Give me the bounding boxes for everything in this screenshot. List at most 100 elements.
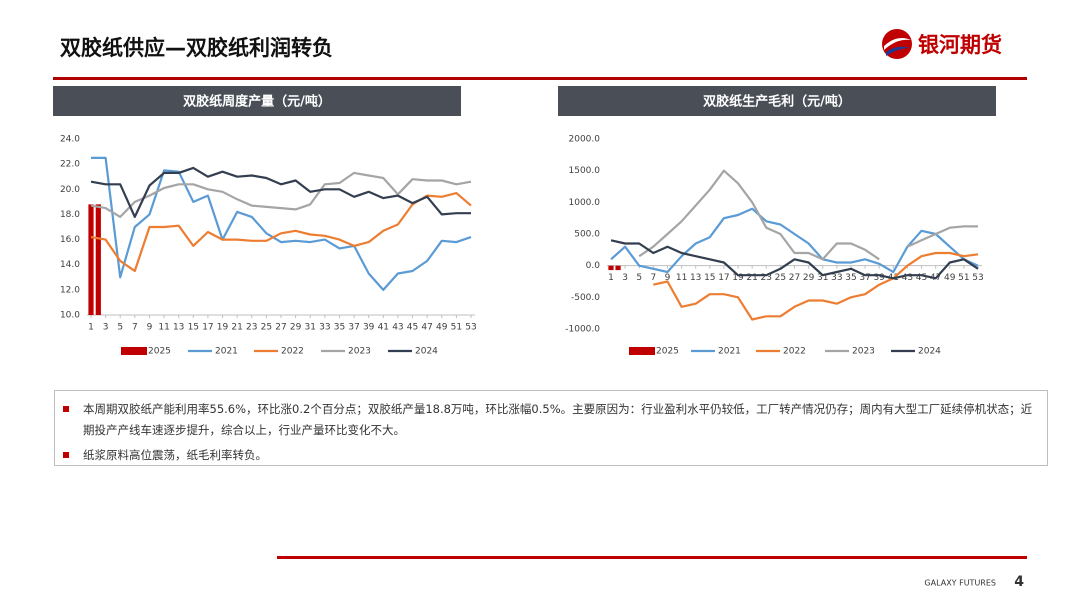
x-tick-label: 23 [246, 323, 257, 333]
y-tick-label: 22.0 [60, 160, 80, 170]
x-tick-label: 51 [451, 323, 462, 333]
x-tick-label: 37 [859, 273, 870, 283]
x-tick-label: 9 [665, 273, 671, 283]
x-tick-label: 17 [718, 273, 729, 283]
x-tick-label: 33 [831, 273, 842, 283]
x-tick-label: 19 [732, 273, 744, 283]
line-series [638, 169, 978, 261]
x-tick-label: 3 [103, 323, 109, 333]
x-tick-label: 49 [944, 273, 956, 283]
x-tick-label: 31 [305, 323, 316, 333]
x-tick-label: 53 [465, 323, 476, 333]
x-tick-label: 45 [916, 273, 927, 283]
legend-label: 2021 [215, 347, 238, 357]
x-tick-label: 35 [334, 323, 345, 333]
header-rule [53, 77, 1027, 80]
line-series [90, 192, 472, 273]
x-tick-label: 43 [392, 323, 403, 333]
line-series [610, 239, 979, 280]
line-series [91, 156, 472, 291]
x-tick-label: 21 [746, 273, 757, 283]
legend-label: 2025 [656, 347, 679, 357]
x-tick-label: 35 [845, 273, 856, 283]
page-number: 4 [1014, 574, 1024, 590]
x-tick-label: 33 [319, 323, 330, 333]
legend-swatch [629, 347, 655, 355]
x-tick-label: 17 [202, 323, 213, 333]
x-tick-label: 27 [275, 323, 286, 333]
y-tick-label: -1000.0 [565, 325, 600, 335]
y-tick-label: 1000.0 [569, 198, 601, 208]
x-tick-label: 25 [775, 273, 786, 283]
y-tick-label: 24.0 [60, 135, 80, 145]
logo-text: 银河期货 [918, 33, 1002, 57]
y-tick-label: 16.0 [60, 235, 80, 245]
x-tick-label: 29 [803, 273, 815, 283]
x-tick-label: 7 [132, 323, 138, 333]
line-series [90, 166, 471, 218]
x-tick-label: 15 [704, 273, 715, 283]
bar [615, 265, 621, 271]
y-tick-label: 2000.0 [569, 135, 601, 145]
x-tick-label: 5 [117, 323, 123, 333]
bar [95, 204, 101, 315]
line-series [653, 251, 979, 321]
footer-brand: GALAXY FUTURES [924, 579, 996, 588]
x-tick-label: 47 [421, 323, 432, 333]
y-tick-label: 12.0 [60, 285, 80, 295]
notes-box: 本周期双胶纸产能利用率55.6%，环比涨0.2个百分点；双胶纸产量18.8万吨，… [54, 390, 1048, 466]
x-tick-label: 7 [650, 273, 656, 283]
legend-label: 2022 [783, 347, 806, 357]
logo-swoosh [884, 38, 911, 50]
x-tick-label: 11 [158, 323, 169, 333]
x-tick-label: 13 [173, 323, 184, 333]
x-tick-label: 13 [690, 273, 701, 283]
legend-label: 2023 [852, 347, 875, 357]
x-tick-label: 37 [348, 323, 359, 333]
footer-rule [277, 556, 1027, 559]
x-tick-label: 1 [88, 323, 94, 333]
x-tick-label: 53 [972, 273, 983, 283]
x-tick-label: 21 [231, 323, 242, 333]
bar [88, 204, 94, 315]
x-tick-label: 1 [608, 273, 614, 283]
y-tick-label: -500.0 [571, 293, 600, 303]
legend-swatch [121, 347, 147, 355]
x-tick-label: 23 [761, 273, 772, 283]
x-tick-label: 39 [873, 273, 885, 283]
y-tick-label: 20.0 [60, 185, 80, 195]
chart-title-band [53, 86, 461, 116]
x-tick-label: 15 [188, 323, 199, 333]
y-tick-label: 500.0 [574, 230, 600, 240]
logo: 银河期货 [882, 29, 1002, 59]
legend-label: 2022 [281, 347, 304, 357]
x-tick-label: 3 [622, 273, 628, 283]
y-tick-label: 1500.0 [569, 166, 601, 176]
x-tick-label: 51 [958, 273, 969, 283]
y-tick-label: 18.0 [60, 210, 80, 220]
chart-title: 双胶纸生产毛利（元/吨） [703, 94, 851, 110]
chart-title-band [558, 86, 996, 116]
x-tick-label: 5 [636, 273, 642, 283]
line-series [90, 171, 472, 218]
legend-label: 2025 [148, 347, 171, 357]
legend-label: 2024 [415, 347, 438, 357]
legend-label: 2021 [718, 347, 741, 357]
note: 纸浆原料高位震荡，纸毛利率转负。 [63, 445, 1033, 466]
x-tick-label: 27 [789, 273, 800, 283]
x-tick-label: 11 [676, 273, 687, 283]
line-series [610, 207, 979, 274]
slide-title: 双胶纸供应—双胶纸利润转负 [60, 36, 333, 60]
x-tick-label: 25 [261, 323, 272, 333]
x-tick-label: 39 [363, 323, 375, 333]
bar [608, 265, 614, 271]
x-tick-label: 41 [378, 323, 389, 333]
y-tick-label: 14.0 [60, 260, 80, 270]
x-tick-label: 31 [817, 273, 828, 283]
x-tick-label: 19 [217, 323, 229, 333]
legend-label: 2023 [348, 347, 371, 357]
note: 本周期双胶纸产能利用率55.6%，环比涨0.2个百分点；双胶纸产量18.8万吨，… [63, 399, 1033, 441]
y-tick-label: 0.0 [586, 261, 601, 271]
